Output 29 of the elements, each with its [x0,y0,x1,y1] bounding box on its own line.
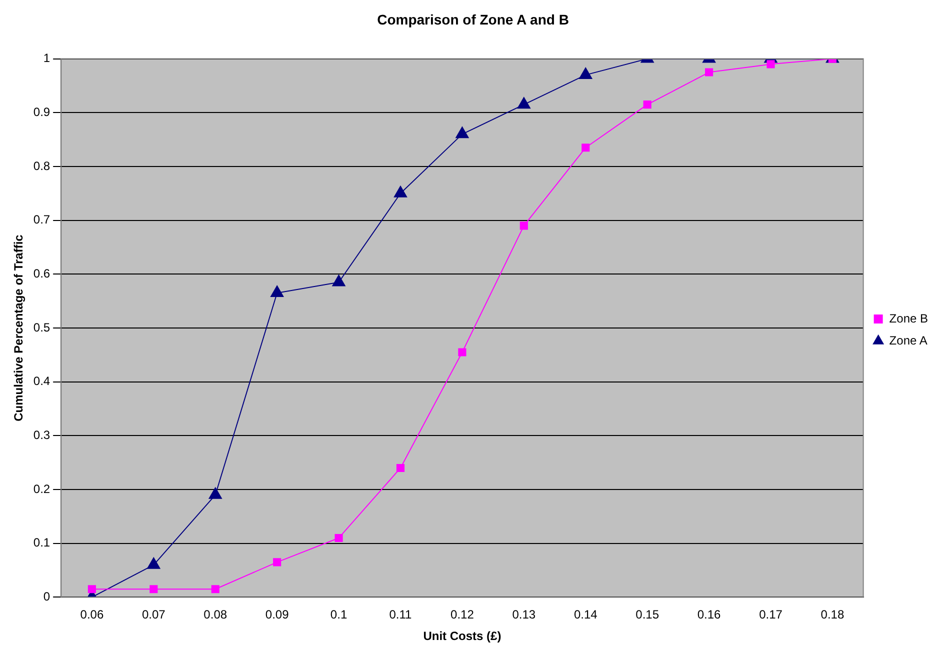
x-tick-label: 0.11 [389,608,412,622]
chart-title: Comparison of Zone A and B [377,11,569,28]
y-tick-label: 1 [43,51,50,66]
x-tick-label: 0.18 [820,608,844,622]
x-tick-label: 0.07 [142,608,166,622]
x-tick-label: 0.09 [265,608,290,622]
x-tick-label: 0.08 [204,608,228,622]
y-tick-label: 0.9 [33,104,50,119]
x-tick-label: 0.16 [697,608,722,622]
x-tick-label: 0.1 [330,608,348,622]
x-axis-title: Unit Costs (£) [423,629,502,644]
y-tick-label: 0.5 [33,320,50,334]
y-axis-title: Cumulative Percentage of Traffic [12,234,26,422]
y-tick-label: 0.3 [33,428,50,442]
x-tick-label: 0.06 [80,608,104,622]
y-tick-label: 0.6 [33,266,50,280]
y-tick-label: 0 [43,590,50,604]
x-tick-label: 0.15 [636,608,660,622]
y-tick-label: 0.8 [33,158,50,173]
legend-label: Zone A [889,333,928,348]
x-tick-label: 0.14 [574,608,598,622]
x-tick-label: 0.13 [512,608,536,622]
x-tick-label: 0.17 [759,608,783,622]
y-tick-label: 0.4 [33,374,50,388]
x-tick-label: 0.12 [450,608,474,622]
y-tick-label: 0.1 [33,536,50,550]
y-tick-label: 0.7 [33,212,50,227]
y-tick-label: 0.2 [33,482,50,496]
legend-label: Zone B [889,311,928,326]
